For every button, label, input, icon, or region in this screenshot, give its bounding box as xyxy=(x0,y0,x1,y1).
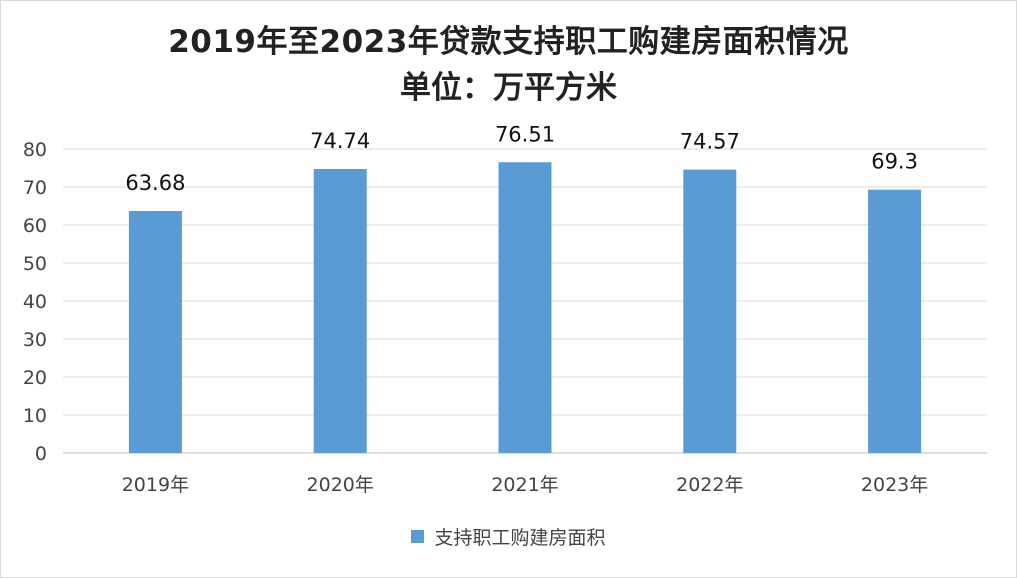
bar xyxy=(683,169,737,453)
legend: 支持职工购建房面积 xyxy=(1,523,1016,550)
bar xyxy=(313,168,367,453)
y-tick-label: 60 xyxy=(23,215,47,237)
data-label: 69.3 xyxy=(871,150,918,174)
y-tick-label: 0 xyxy=(35,443,47,465)
chart-subtitle: 单位：万平方米 xyxy=(400,70,617,106)
y-tick-label: 30 xyxy=(23,329,47,351)
bar xyxy=(498,162,552,453)
y-tick-label: 10 xyxy=(23,405,47,427)
y-tick-label: 20 xyxy=(23,367,47,389)
x-tick-label: 2023年 xyxy=(861,474,928,496)
x-tick-label: 2020年 xyxy=(307,474,374,496)
y-tick-label: 40 xyxy=(23,291,47,313)
bar xyxy=(868,189,922,453)
legend-label: 支持职工购建房面积 xyxy=(434,527,606,549)
bar xyxy=(128,211,182,453)
y-tick-label: 70 xyxy=(23,177,47,199)
data-label: 76.51 xyxy=(495,122,555,146)
data-label: 74.57 xyxy=(680,130,740,154)
x-tick-label: 2019年 xyxy=(122,474,189,496)
y-tick-label: 80 xyxy=(23,139,47,161)
data-label: 74.74 xyxy=(310,129,370,153)
chart-title: 2019年至2023年贷款支持职工购建房面积情况 xyxy=(168,24,849,60)
data-label: 63.68 xyxy=(125,171,185,195)
x-tick-label: 2021年 xyxy=(491,474,558,496)
x-tick-label: 2022年 xyxy=(676,474,743,496)
y-tick-label: 50 xyxy=(23,253,47,275)
legend-swatch xyxy=(411,530,425,543)
